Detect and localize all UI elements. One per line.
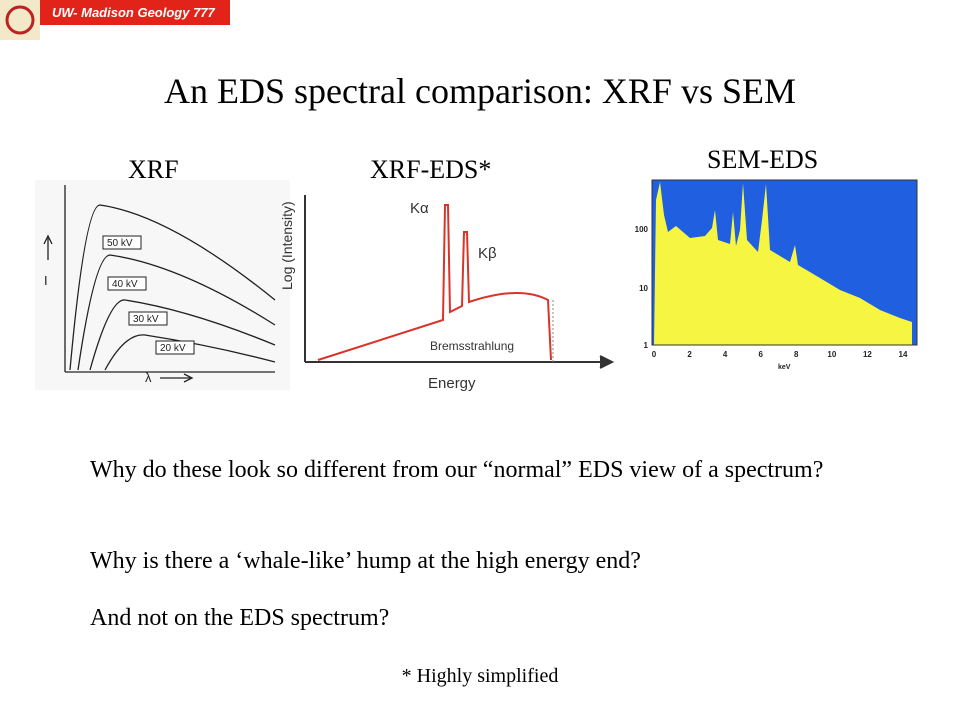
x-tick-label: 4 [723,350,728,359]
x-tick-label: 0 [652,350,657,359]
peak-label: Kα [410,200,429,217]
x-axis-label: keV [778,364,791,371]
figure-label: SEM-EDS [707,145,819,174]
x-tick-label: 8 [794,350,799,359]
xrf-plot [43,185,276,383]
sem-spectrum [654,182,912,345]
y-tick-label: 100 [635,225,649,234]
x-tick-label: 2 [687,350,692,359]
footnote: * Highly simplified [401,665,559,687]
question: Why do these look so different from our … [90,457,824,483]
x-axis-label: λ [145,370,152,385]
curve [89,299,276,371]
y-axis-label: I [44,273,48,288]
x-tick-label: 14 [899,350,908,359]
xrf-eds-axes [304,195,615,369]
y-tick-label: 1 [644,341,649,350]
figure-label: XRF [128,155,179,184]
logo-banner [40,0,230,25]
curve [77,254,276,371]
title: An EDS spectral comparison: XRF vs SEM [164,71,796,111]
label-box [155,340,195,355]
question: And not on the EDS spectrum? [90,605,390,631]
curve-label: 20 kV [160,343,186,354]
label-box [107,276,147,291]
x-axis-label: Energy [428,375,476,392]
logo-text: UW- Madison Geology 777 [52,5,216,20]
sem-frame [651,179,918,346]
curve [104,334,276,371]
curve [69,204,276,371]
curve-label: 40 kV [112,279,138,290]
label-box [128,311,168,326]
curve-label: 30 kV [133,314,159,325]
question: Why is there a ‘whale-like’ hump at the … [90,548,641,574]
xrf-eds-spectrum [317,204,552,361]
continuum-label: Bremsstrahlung [430,339,514,353]
arrow [183,373,194,383]
curve-label: 50 kV [107,238,133,249]
arrow [43,234,53,245]
y-axis-label: Log (Intensity) [279,201,295,290]
peak-label: Kβ [478,245,497,262]
figure-label: XRF-EDS* [370,155,492,184]
x-tick-label: 12 [863,350,872,359]
logo-mark [5,5,35,35]
y-tick-label: 10 [639,284,648,293]
x-tick-label: 10 [827,350,836,359]
xrf-panel [35,180,290,390]
arrow [599,355,615,369]
label-box [102,235,142,250]
x-tick-label: 6 [758,350,763,359]
